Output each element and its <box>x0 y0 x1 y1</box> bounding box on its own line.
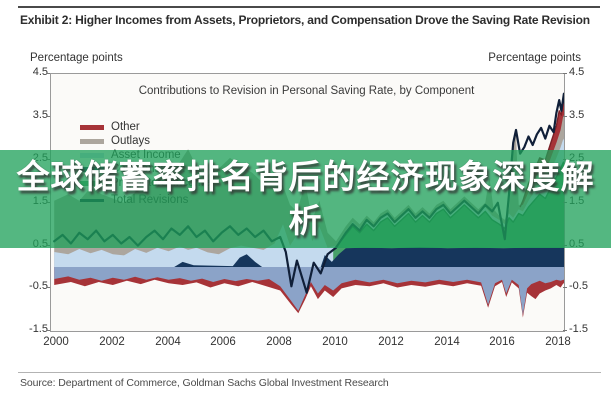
exhibit-title: Exhibit 2: Higher Incomes from Assets, P… <box>20 13 590 27</box>
promo-text-line1: 全球储蓄率排名背后的经济现象深度解 <box>16 158 595 195</box>
legend-label: Other <box>111 121 140 133</box>
x-tick-label: 2018 <box>545 336 571 348</box>
y-tick-label: -0.5 <box>569 280 588 292</box>
x-tick-label: 2012 <box>378 336 404 348</box>
y-tick-label: 3.5 <box>32 109 48 121</box>
x-tick-label: 2000 <box>43 336 69 348</box>
y-tick-mark <box>46 330 50 331</box>
y-axis-label-right: Percentage points <box>488 52 581 64</box>
header-rule <box>18 6 600 8</box>
y-tick-label: -0.5 <box>29 280 48 292</box>
y-tick-label: 3.5 <box>569 109 585 121</box>
y-axis-label-left: Percentage points <box>30 52 123 64</box>
x-tick-label: 2010 <box>322 336 348 348</box>
source-rule <box>18 372 601 373</box>
y-tick-mark <box>563 287 567 288</box>
x-tick-label: 2006 <box>210 336 236 348</box>
y-tick-mark <box>563 330 567 331</box>
y-tick-mark <box>563 116 567 117</box>
legend-item: Other <box>80 120 210 134</box>
legend-item: Outlays <box>80 134 210 148</box>
y-tick-label: -1.5 <box>569 323 588 335</box>
y-tick-mark <box>46 73 50 74</box>
x-tick-label: 2004 <box>155 336 181 348</box>
legend-swatch-other <box>80 124 104 130</box>
y-tick-label: 4.5 <box>569 66 585 78</box>
legend-swatch-outlays <box>80 138 104 144</box>
x-tick-label: 2002 <box>99 336 125 348</box>
x-tick-label: 2016 <box>489 336 515 348</box>
legend-label: Outlays <box>111 135 150 147</box>
y-tick-mark <box>46 116 50 117</box>
promo-overlay: 全球储蓄率排名背后的经济现象深度解 析 <box>0 150 611 248</box>
x-tick-label: 2014 <box>434 336 460 348</box>
x-tick-label: 2008 <box>266 336 292 348</box>
y-tick-label: -1.5 <box>29 323 48 335</box>
chart-title: Contributions to Revision in Personal Sa… <box>138 85 475 97</box>
y-tick-mark <box>46 287 50 288</box>
source-text: Source: Department of Commerce, Goldman … <box>20 377 389 389</box>
y-tick-mark <box>563 73 567 74</box>
promo-text-line2: 析 <box>288 202 323 239</box>
y-tick-label: 4.5 <box>32 66 48 78</box>
